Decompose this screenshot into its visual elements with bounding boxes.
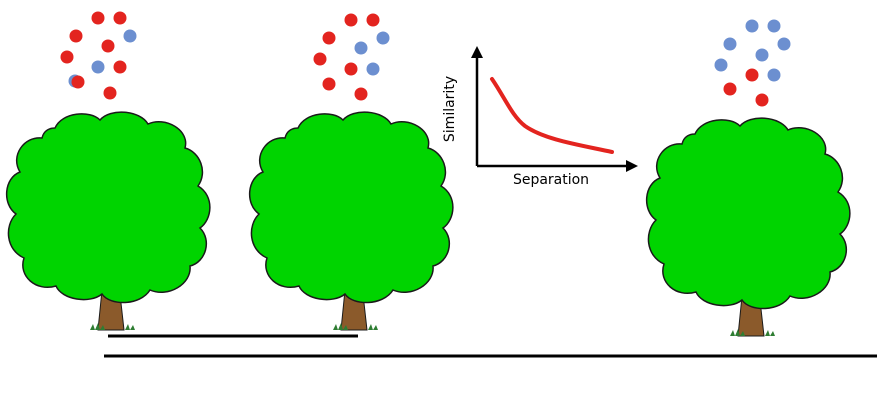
blue-dot (723, 37, 737, 51)
red-dot (313, 52, 327, 66)
tree-2-dots (313, 13, 390, 101)
tree-2-crown (248, 111, 454, 331)
inset-xlabel: Separation (513, 172, 589, 188)
red-dot (71, 75, 85, 89)
inset-x-arrow-icon (626, 160, 638, 172)
red-dot (322, 77, 336, 91)
inset-ylabel: Similarity (442, 76, 458, 142)
blue-dot (376, 31, 390, 45)
red-dot (91, 11, 105, 25)
red-dot (344, 62, 358, 76)
red-dot (113, 60, 127, 74)
blue-dot (91, 60, 105, 74)
red-dot (322, 31, 336, 45)
tree-3 (645, 19, 851, 337)
tree-1-crown (5, 111, 211, 331)
red-dot (366, 13, 380, 27)
inset-curve (490, 77, 614, 154)
grass-icon (730, 329, 775, 336)
red-dot (60, 50, 74, 64)
inset-y-arrow-icon (471, 46, 483, 58)
blue-dot (767, 68, 781, 82)
blue-dot (123, 29, 137, 43)
inset-chart: Separation Similarity (442, 46, 638, 188)
blue-dot (777, 37, 791, 51)
red-dot (745, 68, 759, 82)
tree-3-dots (714, 19, 791, 107)
red-dot (755, 93, 769, 107)
blue-dot (714, 58, 728, 72)
red-dot (723, 82, 737, 96)
grass-icon (90, 323, 135, 330)
blue-dot (745, 19, 759, 33)
red-dot (113, 11, 127, 25)
blue-dot (755, 48, 769, 62)
blue-dot (767, 19, 781, 33)
blue-dot (366, 62, 380, 76)
tree-1 (5, 11, 211, 331)
tree-1-dots (60, 11, 137, 100)
tree-3-crown (645, 117, 851, 337)
red-dot (354, 87, 368, 101)
blue-dot (354, 41, 368, 55)
tree-2 (248, 13, 454, 331)
grass-icon (333, 323, 378, 330)
red-dot (69, 29, 83, 43)
red-dot (344, 13, 358, 27)
red-dot (103, 86, 117, 100)
red-dot (101, 39, 115, 53)
